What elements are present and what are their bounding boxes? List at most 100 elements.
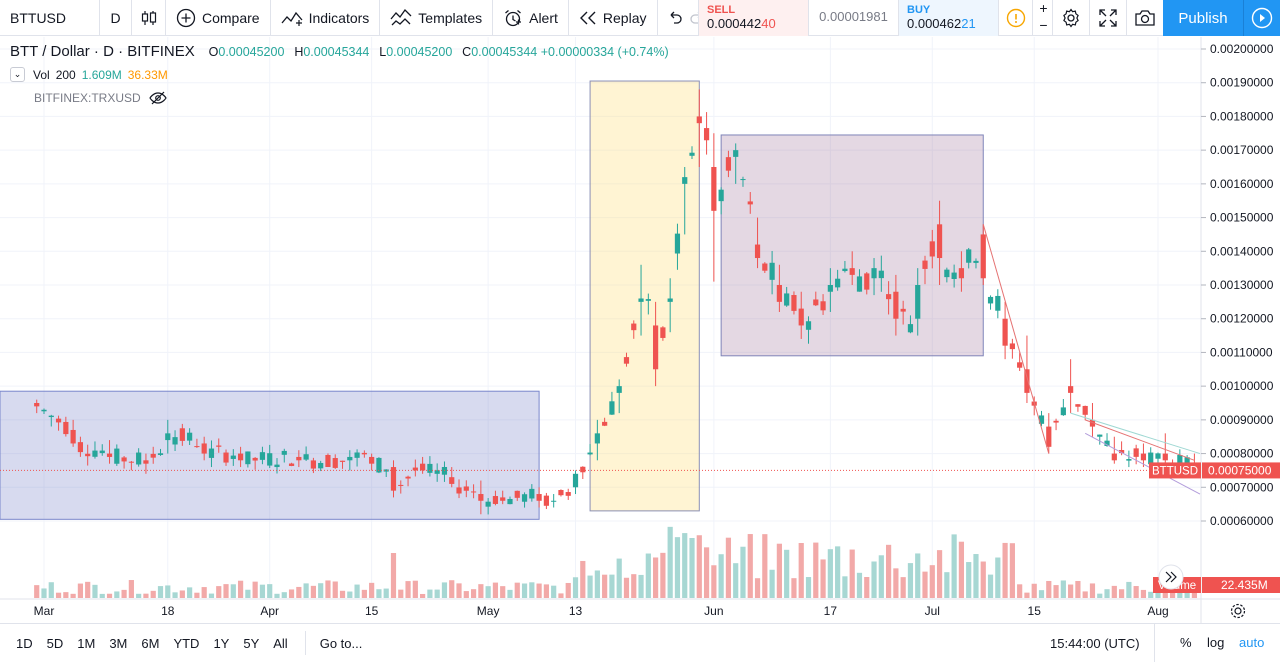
volume-bar <box>281 592 287 598</box>
volume-bar <box>514 582 520 598</box>
volume-bar <box>835 546 841 598</box>
snapshot-button[interactable] <box>1126 0 1163 36</box>
candle-body <box>1140 453 1147 461</box>
candle-body <box>718 189 724 202</box>
hidden-eye-icon[interactable] <box>148 91 167 105</box>
x-tick-label: 17 <box>824 604 838 618</box>
candle-body <box>638 298 644 302</box>
volume-bar <box>405 581 411 598</box>
range-3m[interactable]: 3M <box>109 635 128 651</box>
price-chart[interactable]: 0.00200000 0.00190000 0.00180000 0.00170000… <box>0 37 1280 623</box>
range-1m[interactable]: 1M <box>77 635 96 651</box>
volume-bar <box>660 552 666 598</box>
volume-bar <box>347 591 353 598</box>
candle-body <box>70 429 76 444</box>
publish-button[interactable]: Publish <box>1163 0 1243 36</box>
volume-bar <box>456 583 462 598</box>
y-tick-label: 0.00160000 <box>1210 177 1274 191</box>
volume-bar <box>1031 583 1037 598</box>
y-tick-label: 0.00110000 <box>1210 345 1273 359</box>
volume-bar <box>864 577 870 598</box>
clock-display[interactable]: 15:44:00 (UTC) <box>1050 624 1155 662</box>
info-button[interactable] <box>998 0 1032 36</box>
collapse-legend-button[interactable]: ⌄ <box>10 67 25 82</box>
volume-bar <box>216 586 222 598</box>
candle-body <box>449 477 455 484</box>
range-5d[interactable]: 5D <box>46 635 64 651</box>
chart-type-button[interactable] <box>132 0 166 36</box>
zone-purple <box>720 134 984 357</box>
volume-bar <box>565 582 571 598</box>
candle-body <box>835 278 841 288</box>
candle-body <box>922 260 928 269</box>
candle-body <box>310 460 316 469</box>
volume-bar <box>492 582 499 598</box>
volume-bar <box>951 534 957 598</box>
x-tick-label: Apr <box>260 604 279 618</box>
axis-gear-ring <box>1230 603 1246 619</box>
candle-body <box>551 500 557 502</box>
goto-button[interactable]: Go to... <box>304 631 362 655</box>
compare-button[interactable]: Compare <box>166 0 271 36</box>
indicators-icon <box>281 11 303 26</box>
sell-button[interactable]: SELL 0.00044240 <box>698 0 808 36</box>
qty-minus-button[interactable]: − <box>1039 17 1048 33</box>
volume-bar <box>1075 580 1081 598</box>
candle-body <box>631 323 637 331</box>
candle-body <box>1126 459 1132 461</box>
indicators-button[interactable]: Indicators <box>271 0 381 36</box>
interval-button[interactable]: D <box>100 0 132 36</box>
candle-body <box>529 488 535 499</box>
log-scale-button[interactable]: log <box>1207 635 1225 650</box>
range-all[interactable]: All <box>273 635 288 651</box>
range-1d[interactable]: 1D <box>16 635 33 651</box>
candle-body <box>791 295 797 311</box>
volume-label-value-bg <box>1202 577 1280 593</box>
y-tick-label: 0.00070000 <box>1210 480 1274 494</box>
candle-body <box>361 452 367 455</box>
range-1y[interactable]: 1Y <box>213 635 230 651</box>
candle-body <box>77 442 84 453</box>
candle-body <box>165 433 171 441</box>
volume-bar <box>449 580 455 598</box>
compare-label: Compare <box>202 9 260 26</box>
symbol-search-button[interactable]: BTTUSD <box>0 0 100 36</box>
volume-bar <box>623 577 630 598</box>
candle-body <box>485 501 491 507</box>
candle-body <box>951 272 957 279</box>
range-5y[interactable]: 5Y <box>243 635 260 651</box>
candle-body <box>34 403 40 407</box>
chart-pane[interactable]: 0.00200000 0.00190000 0.00180000 0.00170000… <box>0 37 1280 623</box>
fullscreen-button[interactable] <box>1089 0 1126 36</box>
templates-button[interactable]: Templates <box>380 0 494 36</box>
alert-button[interactable]: Alert <box>493 0 569 36</box>
candle-body <box>1075 404 1081 407</box>
play-button[interactable] <box>1243 0 1280 36</box>
auto-scale-button[interactable]: auto <box>1239 635 1265 650</box>
volume-bar <box>1002 542 1008 598</box>
volume-bar <box>849 549 855 598</box>
volume-bar <box>172 592 178 598</box>
candle-body <box>696 116 702 124</box>
buy-price: 0.000462 <box>907 16 962 31</box>
candle-body <box>303 454 309 460</box>
volume-bar <box>259 584 266 598</box>
range-6m[interactable]: 6M <box>141 635 160 651</box>
volume-bar <box>842 576 848 598</box>
volume-bar <box>1140 589 1147 598</box>
volume-bar <box>631 574 637 598</box>
candle-body <box>456 487 462 494</box>
candle-body <box>208 448 215 458</box>
candle-body <box>886 294 892 300</box>
candle-body <box>660 327 666 338</box>
range-ytd[interactable]: YTD <box>173 635 200 651</box>
volume-bar <box>1133 586 1139 598</box>
buy-button[interactable]: BUY 0.00046221 <box>898 0 998 36</box>
undo-icon[interactable] <box>667 11 683 25</box>
percent-scale-button[interactable]: % <box>1180 635 1192 650</box>
replay-button[interactable]: Replay <box>569 0 658 36</box>
volume-bar <box>915 553 921 598</box>
x-tick-label: 15 <box>1028 604 1042 618</box>
qty-plus-button[interactable]: + <box>1039 0 1048 16</box>
settings-button[interactable] <box>1052 0 1089 36</box>
